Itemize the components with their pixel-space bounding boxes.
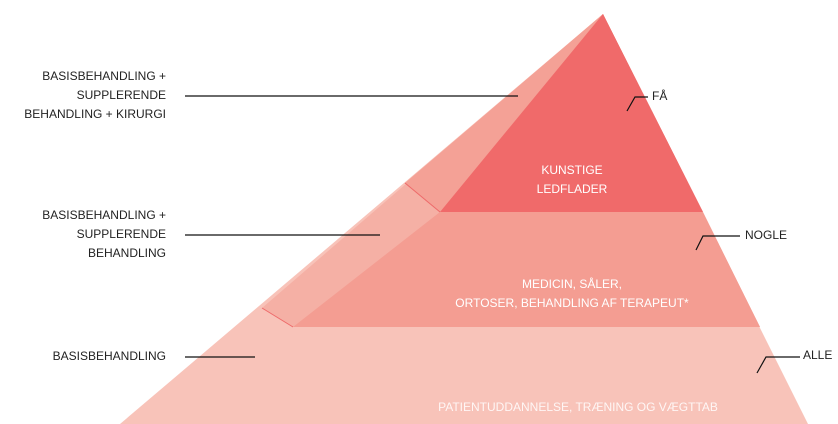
left-label: BASISBEHANDLING	[53, 349, 166, 363]
edge	[261, 307, 294, 328]
inner-label: KUNSTIGE	[541, 163, 602, 177]
left-label: SUPPLERENDE	[77, 88, 166, 102]
left-label: BASISBEHANDLING +	[42, 208, 166, 222]
leader-line	[626, 96, 648, 112]
top-layer	[440, 14, 703, 212]
right-label: ALLE	[803, 348, 832, 362]
leader-line	[756, 356, 800, 374]
left-label: BEHANDLING	[88, 246, 166, 260]
labels: BASISBEHANDLING + SUPPLERENDE BEHANDLING +…	[24, 69, 832, 414]
left-label: BEHANDLING + KIRURGI	[24, 107, 166, 121]
inner-label: PATIENTUDDANNELSE, TRÆNING OG VÆGTTAB	[438, 400, 718, 414]
left-label: SUPPLERENDE	[77, 227, 166, 241]
left-label: BASISBEHANDLING +	[42, 69, 166, 83]
middle-layer	[293, 212, 760, 327]
right-label: NOGLE	[745, 228, 787, 242]
inner-label: LEDFLADER	[537, 182, 608, 196]
leader-line	[695, 235, 740, 251]
edge	[404, 182, 441, 213]
inner-label: MEDICIN, SÅLER,	[522, 276, 622, 291]
inner-label: ORTOSER, BEHANDLING AF TERAPEUT*	[455, 296, 689, 310]
right-label: FÅ	[652, 88, 667, 103]
